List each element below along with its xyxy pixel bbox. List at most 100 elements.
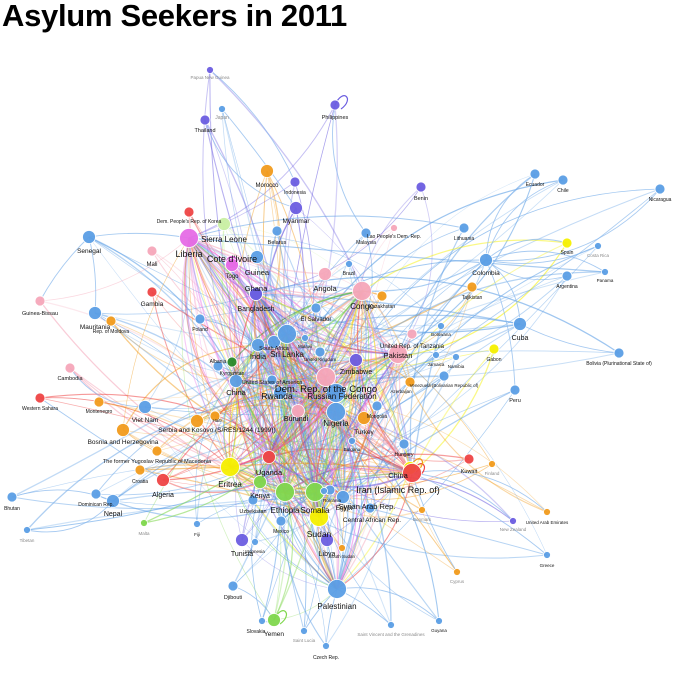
node-label-liberia: Liberia — [175, 249, 202, 259]
node-label-moldova: Rep. of Moldova — [93, 329, 130, 335]
edge — [122, 429, 270, 467]
node-label-drc: Dem. Rep. of the Congo — [275, 384, 377, 395]
node-label-india: India — [250, 352, 267, 361]
node-label-morocco: Morocco — [255, 183, 279, 189]
node-laos — [390, 224, 398, 232]
node-label-malta: Malta — [138, 531, 150, 536]
node-label-elsalvador: El Salvador — [301, 317, 332, 323]
node-chile — [557, 174, 569, 186]
edge — [241, 539, 338, 590]
edge — [411, 470, 548, 513]
edge — [188, 237, 286, 493]
node-car — [364, 502, 376, 514]
node-nicaragua — [654, 183, 666, 195]
edge — [268, 456, 413, 488]
node-zimbabwe — [349, 353, 363, 367]
node-label-cambodia: Cambodia — [57, 376, 83, 382]
node-label-tajikistan: Tajikistan — [462, 295, 483, 301]
node-malaysia — [360, 227, 372, 239]
node-india — [251, 338, 265, 352]
node-label-libya: Libya — [319, 551, 336, 558]
node-azerbaijan — [404, 376, 416, 388]
edge — [279, 290, 363, 394]
edge — [325, 227, 465, 378]
node-label-mauritania: Mauritania — [80, 324, 111, 331]
edge — [259, 275, 568, 483]
node-bhutan — [6, 491, 18, 503]
node-palestinian — [327, 579, 347, 599]
edge — [94, 312, 327, 380]
edge — [259, 481, 548, 556]
edge — [188, 237, 399, 355]
edge — [39, 236, 90, 302]
edge — [69, 367, 146, 408]
edge — [235, 380, 514, 522]
edge — [143, 376, 327, 524]
node-label-kuwait: Kuwait — [461, 469, 478, 475]
edge — [186, 237, 338, 590]
node-drc — [316, 367, 336, 387]
edge — [246, 293, 338, 590]
edge — [229, 462, 413, 474]
node-lithuania — [458, 222, 470, 234]
edge — [181, 237, 261, 483]
edge — [26, 392, 281, 531]
edge — [485, 238, 568, 261]
node-label-hungary: Hungary — [395, 452, 414, 458]
node-poland — [194, 313, 206, 325]
node-label-gabon: Gabon — [486, 357, 501, 363]
edge — [252, 293, 262, 501]
node-label-vietnam: Viet Nam — [132, 417, 159, 424]
node-label-nepal: Nepal — [104, 511, 123, 518]
node-svg — [387, 621, 395, 629]
edge — [255, 293, 338, 590]
node-congo — [352, 281, 372, 301]
edge — [268, 376, 327, 458]
edge — [94, 312, 338, 590]
edge — [342, 245, 599, 498]
edge — [229, 290, 363, 468]
node-titania — [23, 526, 31, 534]
node-label-serbia: Serbia and Kosovo (S/RES/1244 (1999)) — [158, 427, 275, 434]
node-label-tanzania: United Rep. of Tanzania — [380, 344, 445, 350]
node-srilanka — [277, 324, 297, 344]
edge — [255, 293, 353, 442]
node-ecuador — [529, 168, 541, 180]
node-label-guyana: Guyana — [431, 628, 447, 633]
node-venezuela — [438, 370, 450, 382]
edge — [297, 410, 413, 474]
edge — [256, 256, 413, 474]
edge — [485, 245, 599, 264]
node-label-malawi: Malawi — [298, 344, 312, 349]
node-label-uk: United Kingdom — [304, 357, 336, 362]
node-japan — [218, 105, 226, 113]
node-argentina — [561, 270, 573, 282]
edge — [88, 232, 190, 239]
edge — [411, 472, 458, 573]
edge — [69, 367, 231, 468]
node-uganda — [262, 450, 276, 464]
node-senegal — [82, 230, 96, 244]
edge — [235, 290, 363, 382]
edge — [39, 300, 320, 518]
node-ouganda — [226, 356, 238, 368]
node-label-burundi: Burundi — [284, 416, 309, 423]
edge — [325, 290, 396, 647]
edge — [268, 456, 305, 632]
edge — [188, 237, 399, 355]
edge — [297, 410, 440, 622]
node-label-colombia: Colombia — [472, 270, 500, 277]
node-label-dominican: Dominican Rep. — [78, 502, 114, 508]
edge — [286, 333, 413, 340]
edge — [309, 290, 363, 493]
node-uk — [314, 346, 326, 358]
node-label-laos: Lao People's Dem. Rep. — [367, 234, 421, 240]
edge — [286, 333, 339, 590]
node-cuba — [513, 317, 527, 331]
edge — [411, 348, 495, 474]
node-tunisia — [235, 533, 249, 547]
edge — [268, 353, 399, 458]
edge — [397, 286, 473, 355]
edge — [279, 392, 320, 518]
node-fiji — [193, 520, 201, 528]
